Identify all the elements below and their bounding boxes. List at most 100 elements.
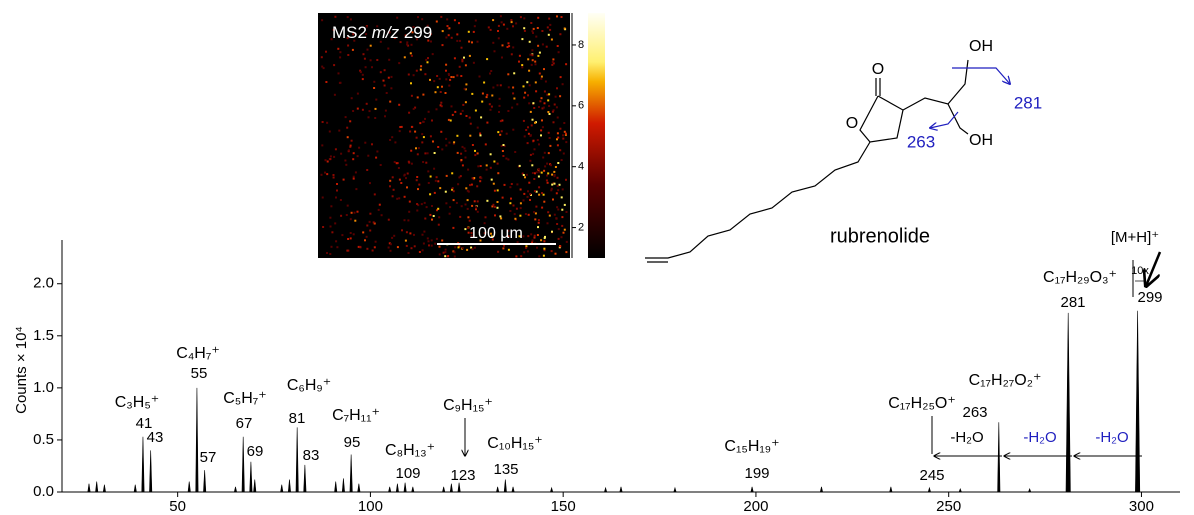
peak-label: 135 — [493, 461, 518, 478]
heatmap-pixel — [334, 222, 337, 225]
heatmap-pixel — [487, 26, 490, 29]
heatmap-pixel — [338, 81, 341, 84]
fragment-label: 263 — [907, 132, 935, 151]
precursor-label: [M+H]⁺ — [1111, 229, 1159, 246]
heatmap-pixel — [544, 80, 547, 83]
heatmap-pixel — [418, 183, 421, 186]
heatmap-pixel — [492, 182, 495, 185]
heatmap-pixel — [365, 25, 368, 28]
heatmap-pixel — [538, 72, 541, 75]
peak-label: 57 — [200, 449, 217, 466]
heatmap-pixel — [538, 170, 541, 173]
heatmap-pixel — [460, 75, 463, 77]
heatmap-pixel — [491, 94, 494, 97]
heatmap-pixel — [451, 113, 454, 116]
heatmap-pixel — [321, 65, 324, 68]
heatmap-pixel — [544, 165, 547, 168]
heatmap-pixel — [520, 255, 523, 258]
heatmap-pixel — [457, 246, 460, 249]
heatmap-pixel — [531, 164, 534, 167]
heatmap-pixel — [444, 255, 447, 258]
heatmap-pixel — [417, 16, 419, 19]
heatmap-pixel — [330, 245, 333, 248]
heatmap-pixel — [431, 218, 433, 221]
heatmap-pixel — [523, 251, 526, 254]
y-tick-label: 2.0 — [33, 275, 54, 292]
heatmap-pixel — [547, 33, 550, 36]
peak-formula: C₉H₁₅⁺ — [443, 397, 493, 414]
heatmap-pixel — [538, 106, 540, 108]
heatmap-pixel — [534, 81, 537, 84]
heatmap-pixel — [531, 239, 534, 242]
heatmap-pixel — [364, 141, 367, 144]
heatmap-pixel — [463, 56, 465, 59]
heatmap-pixel — [492, 41, 495, 44]
heatmap-pixel — [476, 200, 479, 203]
peak — [496, 486, 500, 493]
heatmap-pixel — [460, 152, 463, 155]
heatmap-pixel — [562, 134, 564, 137]
heatmap-pixel — [469, 134, 472, 137]
heatmap-pixel — [461, 60, 464, 63]
heatmap-pixel — [464, 149, 467, 152]
heatmap-pixel — [500, 130, 503, 133]
heatmap-pixel — [458, 22, 460, 25]
heatmap-pixel — [335, 196, 337, 199]
heatmap-pixel — [559, 95, 562, 98]
heatmap-pixel — [393, 37, 396, 39]
heatmap-pixel — [538, 143, 540, 146]
heatmap-pixel — [557, 162, 560, 164]
heatmap-pixel — [535, 190, 538, 193]
heatmap-pixel — [556, 87, 558, 90]
heatmap-pixel — [480, 177, 483, 180]
heatmap-pixel — [531, 59, 534, 62]
heatmap-pixel — [416, 203, 419, 205]
heatmap-pixel — [426, 24, 429, 27]
heatmap-pixel — [543, 151, 546, 154]
peak-label: 109 — [395, 465, 420, 482]
heatmap-pixel — [493, 50, 496, 53]
heatmap-pixel — [541, 119, 543, 122]
heatmap-pixel — [535, 205, 538, 208]
heatmap-pixel — [471, 41, 473, 44]
heatmap-pixel — [387, 47, 390, 50]
heatmap-pixel — [535, 90, 538, 93]
heatmap-pixel — [369, 44, 372, 47]
heatmap-pixel — [383, 84, 386, 87]
heatmap-pixel — [526, 195, 529, 198]
heatmap-pixel — [523, 96, 526, 99]
heatmap-pixel — [363, 57, 366, 60]
heatmap-pixel — [531, 49, 534, 52]
heatmap-pixel — [416, 176, 419, 178]
heatmap-pixel — [445, 137, 448, 140]
heatmap-pixel — [513, 72, 516, 75]
heatmap-pixel — [345, 214, 348, 216]
heatmap-pixel — [336, 183, 338, 185]
heatmap-pixel — [439, 104, 442, 107]
heatmap-pixel — [512, 92, 515, 95]
heatmap-pixel — [510, 197, 512, 200]
heatmap-pixel — [451, 172, 454, 175]
heatmap-pixel — [393, 234, 396, 237]
y-tick-label: 0.5 — [33, 431, 54, 448]
heatmap-pixel — [512, 25, 514, 28]
heatmap-pixel — [529, 53, 532, 56]
heatmap-pixel — [529, 199, 531, 201]
heatmap-pixel — [454, 110, 457, 113]
heatmap-pixel — [389, 139, 392, 141]
heatmap-pixel — [450, 105, 453, 108]
heatmap-pixel — [377, 208, 380, 211]
heatmap-pixel — [484, 216, 487, 219]
heatmap-pixel — [486, 93, 489, 96]
heatmap-pixel — [526, 142, 529, 145]
heatmap-pixel — [407, 252, 410, 254]
heatmap-pixel — [521, 66, 524, 69]
heatmap-pixel — [553, 182, 556, 185]
heatmap-pixel — [448, 212, 451, 215]
heatmap-pixel — [543, 90, 546, 93]
heatmap-pixel — [561, 188, 564, 191]
heatmap-pixel — [476, 210, 479, 213]
heatmap-pixel — [340, 152, 343, 155]
heatmap-pixel — [442, 251, 445, 254]
heatmap-pixel — [329, 225, 332, 228]
